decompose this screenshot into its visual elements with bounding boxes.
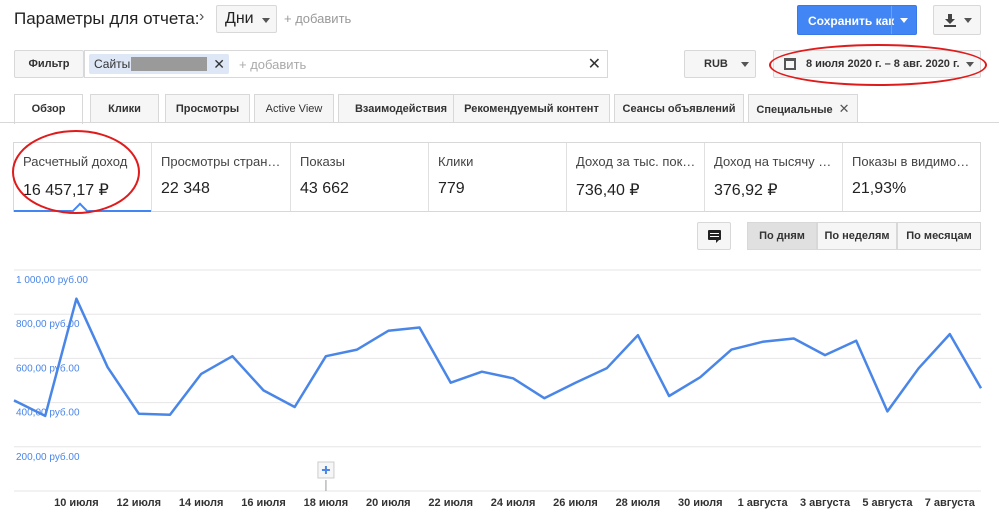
x-tick-label: 1 августа <box>738 497 789 509</box>
metric-estimated-revenue[interactable]: Расчетный доход 16 457,17 ₽ <box>14 143 152 212</box>
revenue-chart: 1 000,00 руб.00 800,00 руб.00 600,00 руб.0… <box>0 258 999 519</box>
chevron-down-icon <box>964 18 972 23</box>
y-tick-label: 200,00 руб.00 <box>16 451 80 463</box>
comment-icon <box>708 230 721 243</box>
filter-chip-label: Сайты <box>94 57 131 71</box>
download-button[interactable] <box>933 5 981 35</box>
x-tick-label: 28 июля <box>616 497 661 509</box>
x-tick-label: 12 июля <box>116 497 161 509</box>
metric-cards: Расчетный доход 16 457,17 ₽ Просмотры ст… <box>13 142 981 212</box>
y-tick-label: 800,00 руб.00 <box>16 318 80 330</box>
add-filter-link[interactable]: + добавить <box>239 57 307 72</box>
by-day-button[interactable]: По дням <box>747 222 817 250</box>
metric-label: Показы <box>300 154 345 169</box>
x-tick-label: 5 августа <box>862 497 913 509</box>
tab-custom[interactable]: Специальные ✕ <box>748 94 858 123</box>
plus-icon <box>321 466 330 474</box>
tab-interactions[interactable]: Взаимодействия <box>338 94 464 123</box>
x-tick-label: 26 июля <box>553 497 598 509</box>
redacted-value <box>131 57 207 71</box>
tab-views[interactable]: Просмотры <box>165 94 250 123</box>
download-icon <box>944 14 956 27</box>
x-tick-label: 3 августа <box>800 497 851 509</box>
y-tick-label: 600,00 руб.00 <box>16 362 80 374</box>
x-tick-label: 22 июля <box>428 497 473 509</box>
save-as-label: Сохранить как <box>808 14 895 28</box>
add-dimension-link[interactable]: + добавить <box>284 11 352 26</box>
metric-label: Клики <box>438 154 474 169</box>
top-bar: Параметры для отчета: › Дни + добавить С… <box>0 0 999 40</box>
period-select-value: Дни <box>225 10 254 27</box>
metric-label: Просмотры стран… <box>161 154 281 169</box>
annotations-button[interactable] <box>697 222 731 250</box>
close-icon[interactable]: ✕ <box>213 56 225 72</box>
tab-recommended-content[interactable]: Рекомендуемый контент <box>453 94 610 123</box>
metric-page-views[interactable]: Просмотры стран… 22 348 <box>152 143 291 211</box>
line-chart: 1 000,00 руб.00 800,00 руб.00 600,00 руб.0… <box>13 269 983 509</box>
close-icon[interactable]: ✕ <box>838 101 850 116</box>
tab-clicks[interactable]: Клики <box>90 94 159 123</box>
tab-overview[interactable]: Обзор <box>14 94 83 124</box>
tab-active-view[interactable]: Active View <box>254 94 334 123</box>
chevron-down-icon <box>966 62 974 67</box>
tabs-divider <box>0 122 999 123</box>
by-month-button[interactable]: По месяцам <box>897 222 981 250</box>
y-tick-label: 1 000,00 руб.00 <box>16 274 88 286</box>
filter-button[interactable]: Фильтр <box>14 50 84 78</box>
page-title: Параметры для отчета: <box>14 9 200 28</box>
chevron-down-icon <box>741 62 749 67</box>
filter-chip-sites[interactable]: Сайты ✕ <box>89 54 229 74</box>
metric-label: Доход на тысячу … <box>714 154 832 169</box>
save-dropdown-icon[interactable] <box>900 18 908 23</box>
series-line <box>13 297 983 418</box>
x-tick-label: 7 августа <box>925 497 976 509</box>
x-tick-label: 24 июля <box>491 497 536 509</box>
date-range-picker[interactable]: 8 июля 2020 г. – 8 авг. 2020 г. <box>773 50 981 78</box>
metric-impressions[interactable]: Показы 43 662 <box>291 143 429 211</box>
metric-value: 779 <box>438 180 465 197</box>
filter-input[interactable]: Сайты ✕ + добавить ✕ <box>84 50 608 78</box>
metric-viewable-impressions[interactable]: Показы в видимо… 21,93% <box>843 143 980 211</box>
metric-label: Доход за тыс. пок… <box>576 154 696 169</box>
chevron-right-icon: › <box>199 8 205 25</box>
currency-value: RUB <box>704 58 728 70</box>
metric-value: 16 457,17 ₽ <box>23 182 109 199</box>
save-as-button[interactable]: Сохранить как <box>797 5 917 35</box>
period-select[interactable]: Дни <box>216 5 277 33</box>
metric-value: 43 662 <box>300 180 349 197</box>
x-tick-label: 18 июля <box>304 497 349 509</box>
x-tick-label: 30 июля <box>678 497 723 509</box>
metric-rpm[interactable]: Доход на тысячу … 376,92 ₽ <box>705 143 843 211</box>
metric-label: Показы в видимо… <box>852 154 970 169</box>
metric-value: 736,40 ₽ <box>576 182 640 199</box>
clear-filter-icon[interactable]: ✕ <box>587 56 601 73</box>
metric-value: 21,93% <box>852 180 907 197</box>
currency-select[interactable]: RUB <box>684 50 756 78</box>
x-tick-label: 16 июля <box>241 497 286 509</box>
metric-value: 22 348 <box>161 180 210 197</box>
save-split-divider <box>891 6 892 34</box>
x-tick-label: 20 июля <box>366 497 411 509</box>
tab-custom-label: Специальные <box>756 104 833 116</box>
metric-label: Расчетный доход <box>23 154 128 169</box>
x-tick-label: 10 июля <box>54 497 99 509</box>
x-tick-label: 14 июля <box>179 497 224 509</box>
metric-value: 376,92 ₽ <box>714 182 778 199</box>
tab-ad-sessions[interactable]: Сеансы объявлений <box>614 94 744 123</box>
metric-rpm-impressions[interactable]: Доход за тыс. пок… 736,40 ₽ <box>567 143 705 211</box>
chevron-down-icon <box>261 18 270 23</box>
date-range-value: 8 июля 2020 г. – 8 авг. 2020 г. <box>806 58 960 70</box>
metric-clicks[interactable]: Клики 779 <box>429 143 567 211</box>
by-week-button[interactable]: По неделям <box>817 222 897 250</box>
calendar-icon <box>784 58 796 70</box>
